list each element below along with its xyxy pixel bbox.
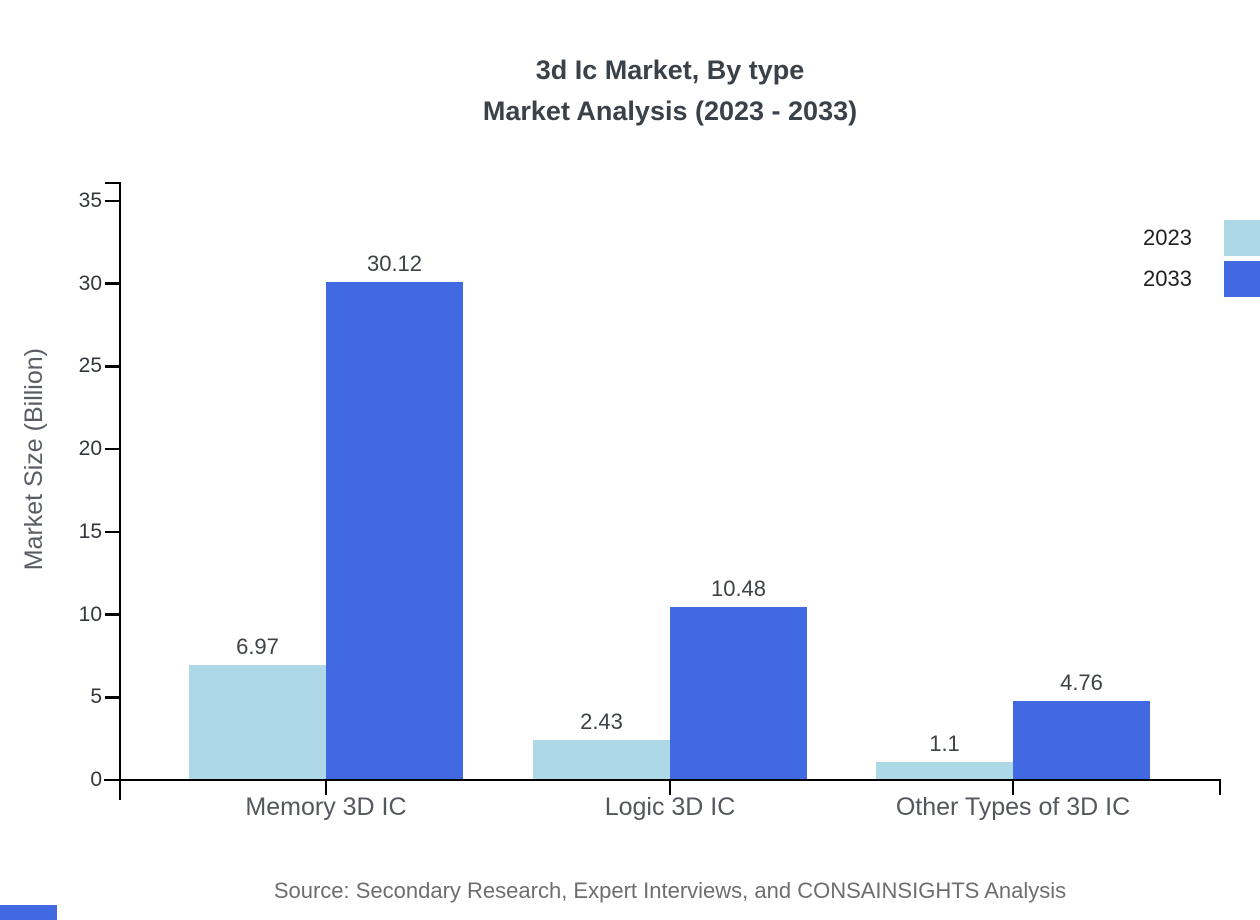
y-axis-end-tick — [105, 181, 120, 184]
x-category-label: Logic 3D IC — [604, 793, 736, 821]
x-category-label: Other Types of 3D IC — [895, 793, 1131, 821]
y-tick — [105, 778, 120, 782]
y-tick — [105, 447, 120, 451]
bar-2033-other-types-of-3d-ic — [1013, 701, 1150, 780]
y-tick-label: 10 — [78, 602, 102, 626]
y-tick-label: 15 — [78, 519, 102, 543]
legend-item-2033: 2033 — [1143, 261, 1260, 297]
y-tick-label: 0 — [90, 768, 102, 791]
bar-2023-other-types-of-3d-ic — [876, 761, 1013, 780]
chart-title: 3d Ic Market, By type Market Analysis (2… — [120, 50, 1220, 132]
legend: 2023 2033 — [1143, 220, 1260, 302]
bar-value-label: 2.43 — [580, 708, 623, 734]
source-note: Source: Secondary Research, Expert Inter… — [273, 878, 1067, 903]
y-tick-label: 5 — [90, 685, 102, 709]
legend-swatch-2033 — [1224, 261, 1260, 297]
bar-2033-logic-3d-ic — [670, 606, 807, 780]
x-tick — [324, 780, 328, 795]
bar-value-label: 30.12 — [366, 250, 423, 276]
bar-2033-memory-3d-ic — [326, 281, 463, 780]
chart-title-line2: Market Analysis (2023 - 2033) — [482, 96, 858, 126]
bar-2023-memory-3d-ic — [189, 664, 326, 780]
y-tick-label: 35 — [78, 189, 102, 212]
x-category-label: Memory 3D IC — [245, 793, 407, 821]
chart-title-line1: 3d Ic Market, By type — [535, 55, 805, 85]
legend-swatch-2023 — [1224, 220, 1260, 256]
y-tick-label: 30 — [78, 271, 102, 295]
y-tick — [105, 530, 120, 534]
y-tick — [105, 696, 120, 699]
legend-label-2033: 2033 — [1143, 266, 1192, 291]
bottom-left-accent — [0, 905, 57, 920]
legend-label-2023: 2023 — [1143, 225, 1192, 250]
x-tick — [1011, 780, 1015, 795]
x-axis-line — [104, 778, 1221, 782]
legend-item-2023: 2023 — [1143, 220, 1260, 256]
x-axis-end-tick — [1218, 780, 1221, 795]
bar-value-label: 4.76 — [1060, 670, 1103, 696]
y-tick — [105, 365, 120, 368]
y-tick-label: 25 — [78, 354, 102, 378]
bar-value-label: 1.1 — [929, 730, 960, 756]
x-tick — [668, 780, 672, 795]
y-tick — [105, 282, 120, 285]
bar-value-label: 10.48 — [710, 575, 767, 601]
y-tick — [105, 199, 120, 203]
bar-value-label: 6.97 — [236, 633, 279, 659]
y-tick — [105, 613, 120, 616]
y-tick-label: 20 — [78, 437, 102, 461]
y-axis-line — [118, 182, 122, 800]
bar-2023-logic-3d-ic — [533, 739, 670, 780]
